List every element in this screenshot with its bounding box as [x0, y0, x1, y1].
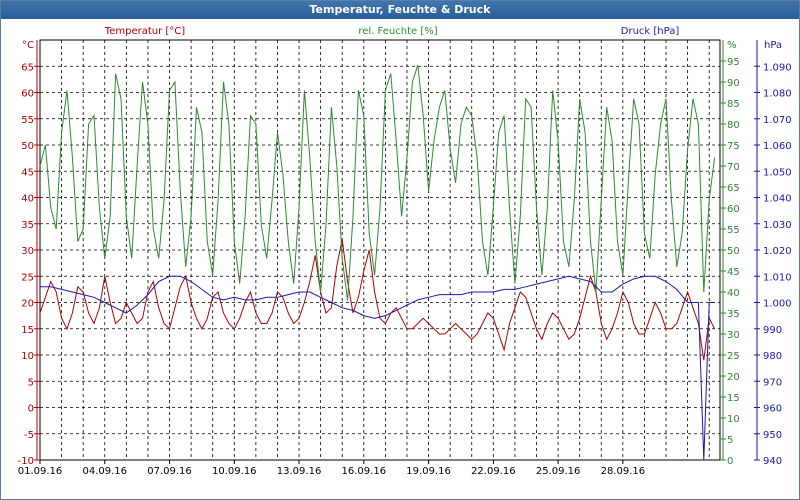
humidity-tick-label: 65	[727, 183, 740, 194]
temperature-tick-label: 35	[21, 220, 34, 231]
pressure-axis-title: Druck [hPa]	[621, 26, 680, 37]
humidity-tick-label: 35	[727, 309, 740, 320]
pressure-tick-label: 1.040	[763, 194, 792, 205]
humidity-tick-label: 45	[727, 267, 740, 278]
pressure-tick-label: 940	[763, 456, 782, 467]
pressure-tick-label: 1.070	[763, 115, 792, 126]
temperature-tick-label: 30	[21, 246, 34, 257]
pressure-tick-label: 1.030	[763, 220, 792, 231]
x-tick-label: 07.09.16	[147, 466, 192, 477]
pressure-tick-label: 960	[763, 404, 782, 415]
pressure-axis-unit: hPa	[764, 40, 782, 51]
temperature-tick-label: 15	[21, 325, 34, 336]
series-line-pressure	[40, 275, 715, 461]
humidity-tick-label: 55	[727, 225, 740, 236]
temperature-tick-label: 60	[21, 89, 34, 100]
humidity-tick-label: 10	[727, 414, 740, 425]
pressure-tick-label: 1.000	[763, 299, 792, 310]
pressure-tick-label: 1.060	[763, 141, 792, 152]
pressure-tick-label: 970	[763, 377, 782, 388]
temperature-tick-label: 45	[21, 167, 34, 178]
x-tick-label: 04.09.16	[82, 466, 127, 477]
temperature-tick-label: 10	[21, 351, 34, 362]
temperature-tick-label: 65	[21, 62, 34, 73]
temperature-tick-label: 0	[28, 404, 34, 415]
pressure-tick-label: 980	[763, 351, 782, 362]
temperature-tick-label: 5	[28, 377, 34, 388]
x-tick-label: 22.09.16	[471, 466, 516, 477]
temperature-axis-title: Temperatur [°C]	[104, 26, 185, 37]
humidity-tick-label: 95	[727, 57, 740, 68]
humidity-tick-label: 70	[727, 162, 740, 173]
pressure-tick-label: 1.020	[763, 246, 792, 257]
x-tick-label: 25.09.16	[536, 466, 581, 477]
humidity-tick-label: 85	[727, 99, 740, 110]
series-layer	[39, 65, 716, 461]
humidity-tick-label: 80	[727, 120, 740, 131]
humidity-tick-label: 30	[727, 330, 740, 341]
temperature-tick-label: 50	[21, 141, 34, 152]
humidity-tick-label: 90	[727, 78, 740, 89]
humidity-tick-label: 60	[727, 204, 740, 215]
temperature-tick-label: 55	[21, 115, 34, 126]
grid-lines	[40, 40, 720, 461]
x-tick-label: 01.09.16	[18, 466, 63, 477]
chart-title: Temperatur, Feuchte & Druck	[1, 1, 799, 19]
humidity-tick-label: 5	[727, 435, 733, 446]
x-tick-label: 19.09.16	[406, 466, 451, 477]
temperature-tick-label: -10	[18, 456, 34, 467]
humidity-tick-label: 40	[727, 288, 740, 299]
x-tick-label: 28.09.16	[601, 466, 646, 477]
x-tick-label: 13.09.16	[277, 466, 322, 477]
pressure-tick-label: 950	[763, 430, 782, 441]
humidity-tick-label: 50	[727, 246, 740, 257]
pressure-tick-label: 990	[763, 325, 782, 336]
series-line-humidity	[39, 65, 716, 301]
humidity-tick-label: 75	[727, 141, 740, 152]
pressure-tick-label: 1.010	[763, 272, 792, 283]
humidity-tick-label: 0	[727, 456, 733, 467]
axes-layer: °C -10 -5 0 5 10 15 20 25 30 35 40 45 50 55 60 65% 0 5 10 15…	[18, 26, 792, 477]
humidity-tick-label: 15	[727, 393, 740, 404]
humidity-axis-unit: %	[727, 40, 737, 51]
temperature-tick-label: 20	[21, 299, 34, 310]
humidity-axis-title: rel. Feuchte [%]	[358, 26, 437, 37]
temperature-axis-unit: °C	[22, 40, 34, 51]
pressure-tick-label: 1.080	[763, 89, 792, 100]
pressure-tick-label: 1.090	[763, 62, 792, 73]
humidity-tick-label: 25	[727, 351, 740, 362]
series-line-temperature	[39, 239, 716, 361]
temperature-tick-label: 25	[21, 272, 34, 283]
pressure-tick-label: 1.050	[763, 167, 792, 178]
x-tick-label: 10.09.16	[212, 466, 257, 477]
temperature-tick-label: -5	[24, 430, 34, 441]
temperature-tick-label: 40	[21, 194, 34, 205]
humidity-tick-label: 20	[727, 372, 740, 383]
x-tick-label: 16.09.16	[342, 466, 387, 477]
